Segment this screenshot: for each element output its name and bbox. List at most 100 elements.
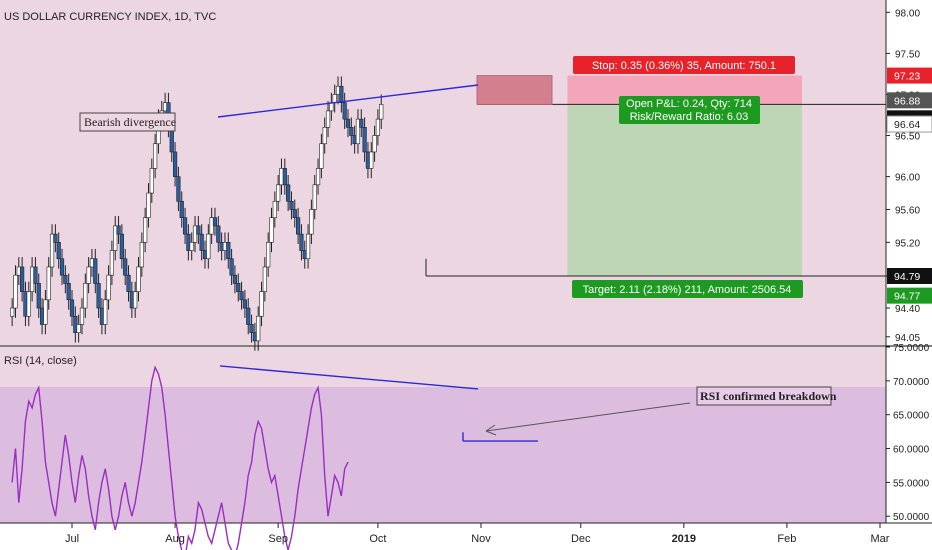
- rsi-divergence-line: [219, 365, 479, 390]
- rsi-tick-label: 55.0000: [893, 478, 930, 489]
- price-badge: [887, 67, 932, 84]
- candle-up: [143, 217, 148, 243]
- candle-down: [229, 258, 234, 276]
- open-pl-label: Open P&L: 0.24, Qty: 714: [626, 98, 752, 110]
- rsi-breakdown-label: RSI confirmed breakdown: [700, 389, 837, 403]
- candle-up: [133, 291, 138, 309]
- candle-up: [189, 242, 194, 251]
- price-badge: [887, 268, 932, 284]
- chart-title: US DOLLAR CURRENCY INDEX, 1D, TVC: [4, 11, 216, 23]
- price-badge: [886, 115, 932, 133]
- candle-down: [53, 233, 58, 243]
- candle-up: [139, 242, 144, 268]
- candle-down: [342, 102, 347, 120]
- candle-down: [345, 118, 351, 128]
- price-badge-label: 94.79: [894, 271, 920, 283]
- candle-down: [296, 217, 301, 235]
- price-tick-label: 94.40: [895, 304, 920, 315]
- candle-up: [153, 143, 158, 169]
- annotations: [217, 84, 691, 442]
- candle-down: [239, 291, 244, 301]
- candle-down: [196, 225, 201, 235]
- candle-down: [36, 283, 41, 309]
- rsi-tick-label: 60.0000: [893, 445, 930, 456]
- breakdown-arrow-shaft: [485, 402, 691, 432]
- time-tick-label: Feb: [777, 533, 796, 545]
- rsi-breakdown-box: [696, 386, 832, 406]
- candle-up: [46, 266, 51, 301]
- candle-down: [96, 283, 101, 309]
- candle-up: [355, 118, 361, 145]
- price-divergence-line: [217, 84, 479, 118]
- candle-down: [20, 266, 25, 292]
- candle-down: [246, 307, 251, 325]
- time-tick-label: Mar: [871, 533, 890, 545]
- candle-up: [325, 110, 331, 128]
- candle-up: [206, 233, 211, 260]
- candle-down: [362, 127, 367, 153]
- candle-up: [269, 217, 274, 243]
- candle-up: [312, 184, 317, 210]
- price-badge-label: 96.64: [894, 119, 920, 131]
- rsi-tick-label: 75.0000: [893, 343, 930, 354]
- candle-down: [172, 151, 178, 177]
- rsi-tick-label: 70.0000: [893, 377, 930, 388]
- candle-up: [379, 104, 384, 120]
- candle-up: [329, 102, 334, 112]
- candle-down: [289, 200, 294, 210]
- candle-up: [86, 266, 91, 284]
- candle-down: [286, 184, 291, 202]
- candle-down: [299, 233, 304, 251]
- time-tick-label: Aug: [165, 533, 185, 545]
- rsi-band: [0, 387, 886, 523]
- price-tick-label: 98.00: [895, 8, 920, 19]
- candle-up: [372, 135, 377, 153]
- rsi-axis: 75.0000 70.0000 65.0000 60.0000 55.0000 50.00…: [886, 343, 930, 523]
- candle-down: [33, 266, 38, 284]
- position-zones: [425, 75, 886, 277]
- rsi-tick-label: 50.0000: [893, 512, 930, 523]
- candle-down: [179, 200, 184, 218]
- candle-down: [66, 283, 71, 301]
- price-tick-label: 95.20: [895, 238, 920, 249]
- candle-up: [305, 233, 311, 260]
- candle-down: [212, 217, 218, 227]
- candle-up: [266, 242, 271, 268]
- stop-highlight: [476, 75, 553, 105]
- candle-down: [216, 225, 221, 243]
- candle-up: [149, 168, 154, 194]
- candle-down: [359, 118, 364, 128]
- rsi-tick-label: 65.0000: [893, 411, 930, 422]
- time-axis: Jul Aug Sep Oct Nov Dec 2019 Feb Mar: [65, 523, 890, 545]
- price-tick-label: 94.05: [895, 333, 920, 344]
- time-tick-label: 2019: [672, 533, 696, 545]
- candle-up: [375, 118, 381, 136]
- breakdown-arrow-head: [485, 424, 497, 436]
- time-tick-label: Nov: [471, 533, 491, 545]
- risk-reward-label: Risk/Reward Ratio: 6.03: [630, 111, 749, 123]
- rsi-series: [11, 365, 349, 550]
- candle-down: [226, 242, 231, 260]
- candle-down: [182, 217, 188, 235]
- candle-up: [10, 307, 15, 317]
- bearish-divergence-box: [79, 112, 176, 132]
- candle-up: [43, 299, 48, 325]
- price-badge-label: 97.23: [894, 71, 920, 83]
- price-badge: [887, 287, 932, 304]
- stop-label-box: [573, 56, 795, 74]
- time-tick-label: Oct: [369, 533, 386, 545]
- candle-down: [63, 274, 68, 284]
- candle-up: [106, 274, 111, 301]
- candle-up: [259, 291, 264, 317]
- target-label: Target: 2.11 (2.18%) 211, Amount: 2506.5…: [583, 284, 792, 296]
- time-tick-label: Jul: [65, 533, 79, 545]
- price-tick-label: 97.50: [895, 49, 920, 60]
- bearish-divergence-label: Bearish divergence: [84, 115, 176, 129]
- rsi-line: [11, 365, 349, 550]
- candle-up: [79, 307, 85, 325]
- time-tick-label: Sep: [268, 533, 288, 545]
- price-badge-label: 96.88: [894, 95, 920, 107]
- price-badge: [887, 92, 932, 109]
- candle-down: [123, 258, 128, 276]
- candle-up: [109, 250, 115, 276]
